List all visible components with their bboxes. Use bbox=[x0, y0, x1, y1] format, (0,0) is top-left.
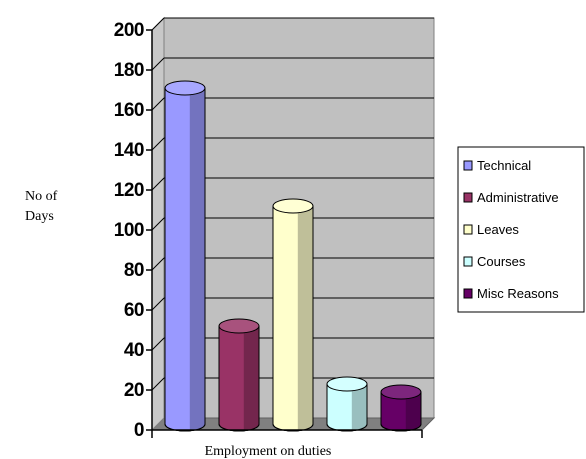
y-axis-label-line1: No of bbox=[25, 189, 58, 204]
legend-swatch bbox=[463, 288, 473, 299]
gridline-diagonal bbox=[151, 137, 165, 151]
bar-leaves bbox=[272, 198, 314, 432]
y-tick-label: 200 bbox=[114, 20, 144, 41]
legend-label: Administrative bbox=[477, 190, 559, 205]
gridline-diagonal bbox=[151, 337, 165, 351]
bar-outline bbox=[164, 88, 206, 432]
bar-top bbox=[272, 198, 314, 214]
legend-label: Courses bbox=[477, 254, 526, 269]
legend-swatch bbox=[463, 192, 473, 203]
bar-shadow bbox=[243, 326, 259, 431]
gridline-diagonal bbox=[151, 57, 165, 71]
legend-label: Misc Reasons bbox=[477, 286, 559, 301]
y-tick-label: 120 bbox=[114, 180, 144, 201]
bar-shadow bbox=[405, 392, 421, 431]
gridline-diagonal bbox=[151, 17, 165, 31]
bar-top bbox=[326, 376, 368, 392]
bar-top bbox=[380, 384, 422, 400]
gridline-diagonal bbox=[151, 257, 165, 271]
bar-outline bbox=[380, 392, 422, 432]
legend-label: Leaves bbox=[477, 222, 519, 237]
legend: Technical Administrative Leaves Courses Misc… bbox=[457, 146, 585, 313]
bar-shadow bbox=[351, 384, 367, 431]
y-tick-label: 100 bbox=[114, 220, 144, 241]
bar-top bbox=[218, 318, 260, 334]
gridline-diagonal bbox=[151, 377, 165, 391]
y-tick-label: 80 bbox=[124, 260, 144, 281]
bar-administrative bbox=[218, 318, 260, 432]
y-tick-label: 160 bbox=[114, 100, 144, 121]
legend-label: Technical bbox=[477, 158, 531, 173]
bar-shadow bbox=[189, 88, 205, 431]
gridline-diagonal bbox=[151, 97, 165, 111]
y-tick-label: 20 bbox=[124, 380, 144, 401]
x-axis-label: Employment on duties bbox=[205, 444, 332, 459]
bar-shadow bbox=[297, 206, 313, 431]
bar-technical bbox=[164, 80, 206, 432]
gridline-diagonal bbox=[151, 217, 165, 231]
y-tick-label: 60 bbox=[124, 300, 144, 321]
y-tick-label: 40 bbox=[124, 340, 144, 361]
legend-swatch bbox=[463, 160, 473, 171]
y-tick-label: 180 bbox=[114, 60, 144, 81]
legend-swatch bbox=[463, 256, 473, 267]
y-axis-label-line2: Days bbox=[25, 209, 54, 224]
bar-misc-reasons bbox=[380, 384, 422, 432]
axes bbox=[146, 29, 423, 438]
y-tick-labels: 0 20 40 60 80 100 120 140 160 180 200 bbox=[114, 20, 145, 441]
y-tick-label: 140 bbox=[114, 140, 144, 161]
y-tick-label: 0 bbox=[134, 420, 144, 441]
bar-top bbox=[164, 80, 206, 96]
gridline-diagonal bbox=[151, 297, 165, 311]
bar-outline bbox=[272, 206, 314, 432]
bar-outline bbox=[326, 384, 368, 432]
bars bbox=[164, 80, 422, 432]
bar-courses bbox=[326, 376, 368, 432]
gridline-diagonal bbox=[151, 177, 165, 191]
legend-swatch bbox=[463, 224, 473, 235]
bar-outline bbox=[218, 326, 260, 432]
legend-box bbox=[457, 146, 585, 313]
